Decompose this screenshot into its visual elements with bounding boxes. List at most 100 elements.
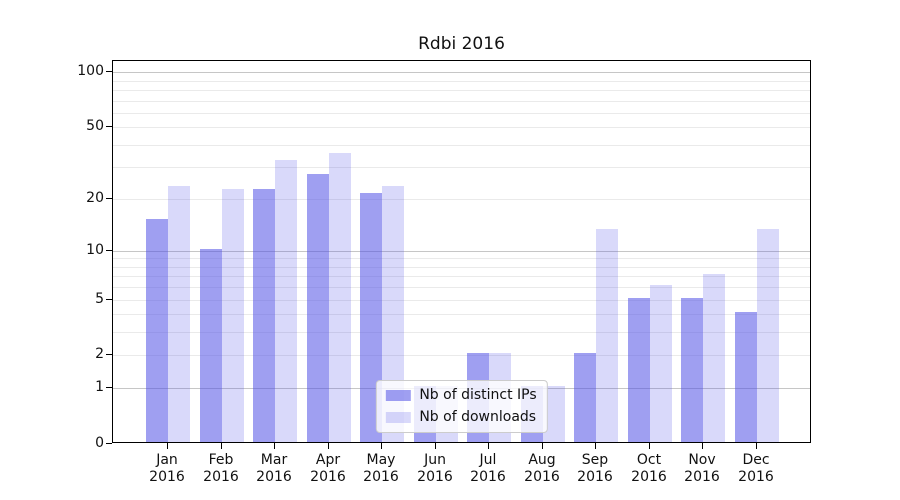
gridline-minor-4 — [113, 314, 810, 315]
x-tick-month: Jul — [479, 452, 497, 468]
y-tick-0 — [106, 443, 112, 444]
y-tick-100 — [106, 71, 112, 72]
gridline-minor-20 — [113, 199, 810, 200]
gridline-minor-5 — [113, 300, 810, 301]
y-tick-50 — [106, 126, 112, 127]
x-tick-year: 2016 — [417, 469, 453, 485]
x-tick-aug — [542, 443, 543, 449]
y-tick-1 — [106, 387, 112, 388]
gridline-minor-6 — [113, 287, 810, 288]
gridline-layer — [113, 61, 810, 442]
x-tick-dec — [756, 443, 757, 449]
x-tick-month: Feb — [208, 452, 234, 468]
y-tick-label-20: 20 — [86, 190, 104, 206]
x-tick-year: 2016 — [256, 469, 292, 485]
x-tick-mar — [274, 443, 275, 449]
gridline-minor-80 — [113, 90, 810, 91]
gridline-major-10 — [113, 251, 810, 252]
bar-downloads-feb — [222, 189, 244, 442]
bar-downloads-nov — [703, 274, 725, 442]
y-tick-2 — [106, 354, 112, 355]
bar-distinct-ips-jan — [146, 219, 168, 442]
y-tick-5 — [106, 299, 112, 300]
bar-distinct-ips-oct — [628, 298, 650, 442]
x-tick-year: 2016 — [738, 469, 774, 485]
gridline-minor-2 — [113, 355, 810, 356]
x-tick-label-dec: Dec 2016 — [724, 452, 788, 486]
x-tick-year: 2016 — [470, 469, 506, 485]
x-tick-year: 2016 — [363, 469, 399, 485]
bar-distinct-ips-feb — [200, 249, 222, 442]
gridline-minor-60 — [113, 113, 810, 114]
bar-downloads-jan — [168, 186, 190, 442]
x-tick-label-mar: Mar 2016 — [242, 452, 306, 486]
x-tick-may — [381, 443, 382, 449]
bar-distinct-ips-sep — [574, 353, 596, 442]
x-tick-label-jan: Jan 2016 — [135, 452, 199, 486]
chart-title: Rdbi 2016 — [418, 34, 505, 54]
bar-distinct-ips-dec — [735, 312, 757, 442]
legend: Nb of distinct IPs Nb of downloads — [375, 380, 548, 433]
x-tick-jan — [167, 443, 168, 449]
bar-distinct-ips-apr — [307, 174, 329, 442]
bar-distinct-ips-nov — [681, 298, 703, 442]
bar-downloads-dec — [757, 229, 779, 442]
bar-downloads-sep — [596, 229, 618, 442]
x-tick-year: 2016 — [149, 469, 185, 485]
gridline-minor-7 — [113, 276, 810, 277]
bar-downloads-aug — [543, 386, 565, 442]
x-tick-jul — [488, 443, 489, 449]
bar-downloads-oct — [650, 285, 672, 442]
gridline-minor-30 — [113, 167, 810, 168]
x-tick-month: Apr — [315, 452, 341, 468]
x-tick-label-oct: Oct 2016 — [617, 452, 681, 486]
x-tick-label-jun: Jun 2016 — [403, 452, 467, 486]
x-tick-year: 2016 — [203, 469, 239, 485]
x-tick-month: Aug — [528, 452, 556, 468]
y-tick-label-2: 2 — [95, 346, 104, 362]
gridline-minor-90 — [113, 81, 810, 82]
legend-label-downloads: Nb of downloads — [419, 409, 537, 425]
x-tick-label-jul: Jul 2016 — [456, 452, 520, 486]
gridline-minor-8 — [113, 267, 810, 268]
x-tick-month: Nov — [688, 452, 716, 468]
bar-downloads-mar — [275, 160, 297, 442]
gridline-minor-50 — [113, 127, 810, 128]
x-tick-month: Jan — [156, 452, 178, 468]
bar-downloads-apr — [329, 153, 351, 442]
gridline-minor-3 — [113, 332, 810, 333]
y-tick-label-1: 1 — [95, 379, 104, 395]
x-tick-year: 2016 — [631, 469, 667, 485]
x-tick-month: Jun — [424, 452, 446, 468]
y-tick-label-50: 50 — [86, 118, 104, 134]
x-tick-year: 2016 — [310, 469, 346, 485]
x-tick-label-nov: Nov 2016 — [670, 452, 734, 486]
x-tick-label-sep: Sep 2016 — [563, 452, 627, 486]
legend-swatch-distinct-ips — [385, 390, 411, 401]
x-tick-year: 2016 — [684, 469, 720, 485]
x-tick-label-aug: Aug 2016 — [510, 452, 574, 486]
y-tick-label-5: 5 — [95, 291, 104, 307]
bar-distinct-ips-mar — [253, 189, 275, 442]
x-tick-label-may: May 2016 — [349, 452, 413, 486]
x-tick-year: 2016 — [577, 469, 613, 485]
gridline-minor-40 — [113, 145, 810, 146]
x-tick-label-apr: Apr 2016 — [296, 452, 360, 486]
legend-item-distinct-ips: Nb of distinct IPs — [385, 387, 537, 403]
y-tick-label-10: 10 — [86, 242, 104, 258]
bar-downloads-may — [382, 186, 404, 442]
x-tick-year: 2016 — [524, 469, 560, 485]
bar-distinct-ips-may — [360, 193, 382, 442]
legend-label-distinct-ips: Nb of distinct IPs — [419, 387, 537, 403]
plot-area: Nb of distinct IPs Nb of downloads — [112, 60, 811, 443]
legend-item-downloads: Nb of downloads — [385, 410, 536, 425]
x-tick-sep — [595, 443, 596, 449]
gridline-minor-9 — [113, 258, 810, 259]
x-tick-feb — [221, 443, 222, 449]
x-tick-month: Mar — [260, 452, 288, 468]
y-tick-20 — [106, 198, 112, 199]
x-tick-month: Sep — [581, 452, 609, 468]
x-tick-jun — [435, 443, 436, 449]
y-tick-label-100: 100 — [77, 63, 104, 79]
